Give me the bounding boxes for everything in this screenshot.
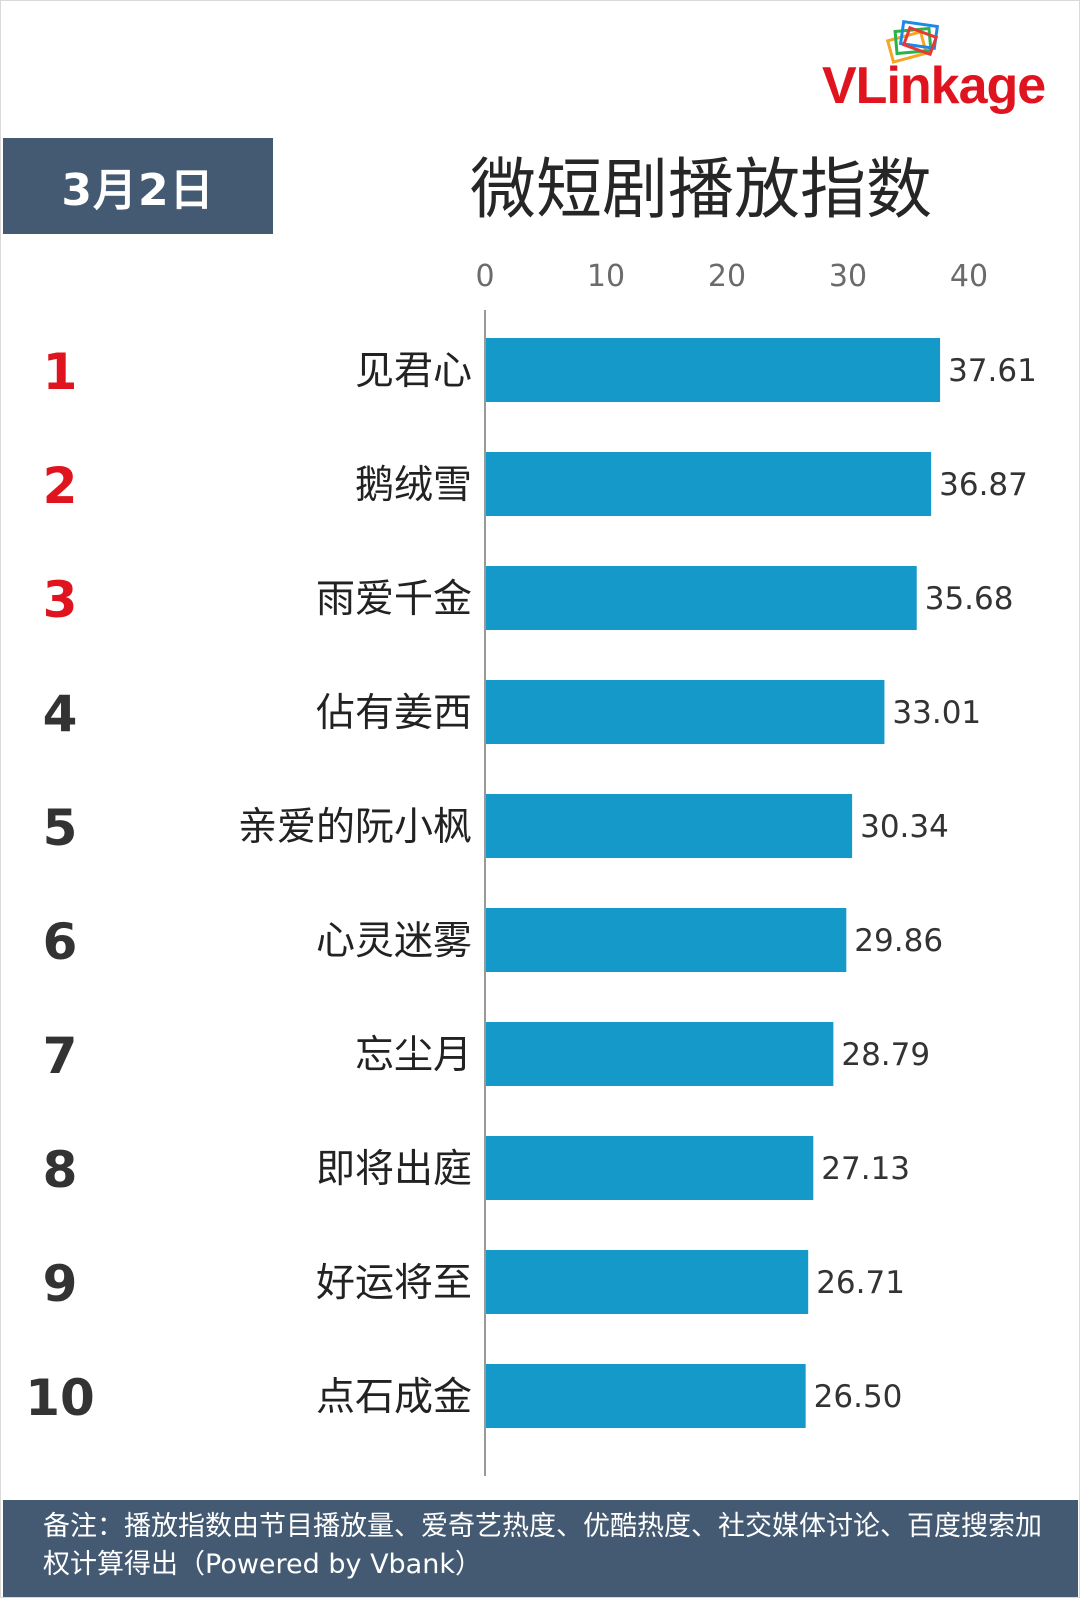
bar [485,908,847,972]
rank-label: 8 [43,1141,78,1199]
data-label: 26.50 [814,1379,903,1415]
rank-label: 3 [43,571,78,629]
category-label: 点石成金 [316,1375,472,1420]
bar [485,794,853,858]
data-label: 27.13 [821,1151,910,1187]
rank-label: 4 [43,685,78,743]
category-label: 见君心 [355,349,472,394]
bar [485,1136,814,1200]
data-label: 30.34 [860,809,949,845]
bar-chart: 0 10 20 30 40 37.61 见君心 1 36.87 鹅绒雪 2 35.68 雨爱千金 3 33.… [25,259,1037,1476]
x-tick-label: 30 [829,259,867,294]
bar [485,566,917,630]
x-tick-label: 20 [708,259,746,294]
rank-label: 9 [43,1255,78,1313]
category-label: 鹅绒雪 [355,463,472,508]
vlinkage-logo: VLinkage [822,18,1072,118]
bar [485,1364,806,1428]
data-label: 36.87 [939,467,1028,503]
bar [485,1250,809,1314]
data-label: 33.01 [892,695,981,731]
x-tick-label: 40 [950,259,988,294]
chart-title: 微短剧播放指数 [470,151,932,228]
category-label: 雨爱千金 [316,577,472,622]
data-label: 28.79 [841,1037,930,1073]
bar [485,680,885,744]
date-badge: 3月2日 [3,138,273,234]
data-label: 26.71 [816,1265,905,1301]
rank-label: 2 [43,457,78,515]
logo-text: VLinkage [822,57,1046,115]
rank-label: 1 [43,343,78,401]
x-tick-label: 10 [587,259,625,294]
bar [485,338,941,402]
x-tick-label: 0 [475,259,494,294]
category-label: 心灵迷雾 [316,919,472,964]
category-label: 即将出庭 [316,1147,472,1192]
data-label: 29.86 [854,923,943,959]
bar [485,452,932,516]
rank-label: 6 [43,913,78,971]
rank-label: 5 [43,799,78,857]
category-label: 亲爱的阮小枫 [238,805,472,850]
rank-label: 10 [25,1369,95,1427]
category-label: 好运将至 [316,1261,472,1306]
category-label: 忘尘月 [355,1033,472,1078]
data-label: 37.61 [948,353,1037,389]
rank-label: 7 [43,1027,78,1085]
bar [485,1022,834,1086]
logo-mark-icon [885,20,940,64]
data-label: 35.68 [925,581,1014,617]
category-label: 佔有姜西 [316,691,472,736]
footer-note: 备注：播放指数由节目播放量、爱奇艺热度、优酷热度、社交媒体讨论、百度搜索加权计算… [3,1500,1078,1597]
